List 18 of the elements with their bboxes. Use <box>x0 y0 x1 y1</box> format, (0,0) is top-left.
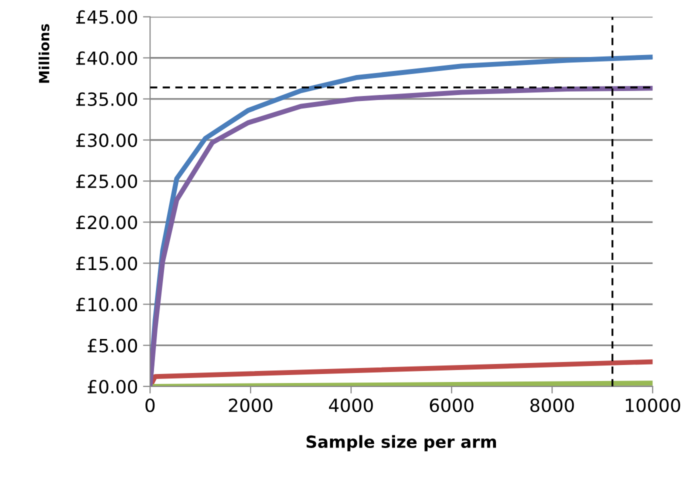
y-tick-label: £10.00 <box>76 298 138 312</box>
y-tick-label: £30.00 <box>76 133 138 148</box>
x-tick-label: 10000 <box>626 398 680 412</box>
y-tick-label: £20.00 <box>76 216 138 230</box>
x-tick-label: 0 <box>146 398 155 412</box>
x-tick-label: 2000 <box>228 398 272 412</box>
y-tick-label: £45.00 <box>76 10 138 24</box>
x-axis-title: Sample size per arm <box>306 435 496 452</box>
x-tick-label: 8000 <box>530 398 574 412</box>
y-tick-label: £15.00 <box>76 256 138 270</box>
y-tick-label: £35.00 <box>76 92 138 106</box>
x-tick-label: 4000 <box>329 398 373 412</box>
y-tick-label: £0.00 <box>88 380 138 394</box>
y-tick-label: £25.00 <box>76 174 138 188</box>
y-tick-label: £40.00 <box>76 51 138 65</box>
x-tick-label: 6000 <box>430 398 474 412</box>
y-tick-label: £5.00 <box>88 338 138 352</box>
y-axis-title: Millions <box>38 24 50 83</box>
